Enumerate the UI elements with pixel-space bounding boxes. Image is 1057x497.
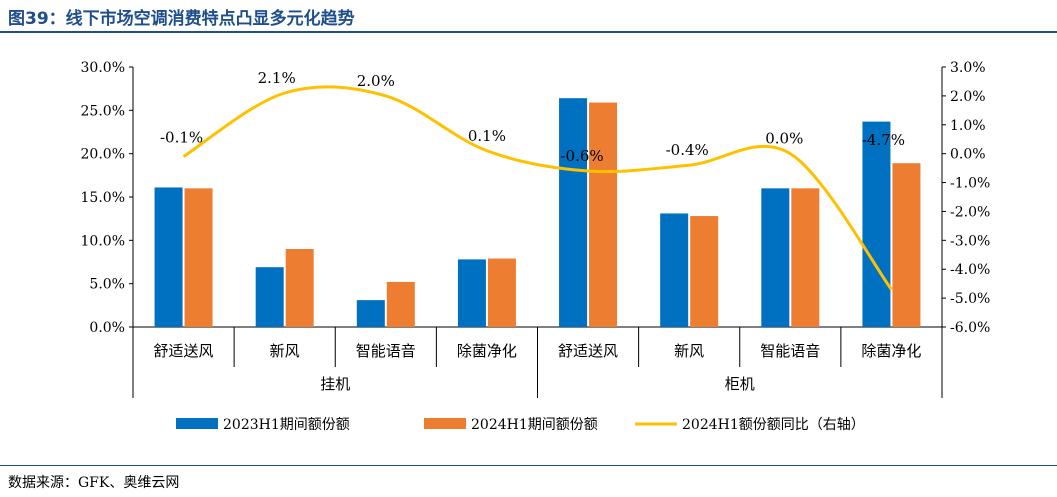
right-tick-label: -5.0% xyxy=(950,291,990,307)
line-data-label: 2.0% xyxy=(357,72,395,90)
bar-2023h1 xyxy=(457,259,486,327)
category-label: 舒适送风 xyxy=(558,342,618,360)
bar-2024h1 xyxy=(892,163,921,327)
category-label: 舒适送风 xyxy=(154,342,214,360)
line-data-label: -0.1% xyxy=(160,129,203,147)
category-label: 新风 xyxy=(270,342,300,360)
bar-2024h1 xyxy=(386,281,415,327)
bar-2024h1 xyxy=(285,249,314,327)
line-data-label: -4.7% xyxy=(862,131,905,149)
category-label: 智能语音 xyxy=(356,342,416,360)
left-tick-label: 5.0% xyxy=(89,277,125,293)
left-tick-label: 15.0% xyxy=(81,190,125,206)
title-divider xyxy=(0,31,1057,33)
line-data-label: 0.0% xyxy=(765,130,803,148)
source-divider xyxy=(0,465,1057,466)
bar-2023h1 xyxy=(356,300,385,327)
chart: 0.0% 5.0% 10.0% 15.0% 20.0% 25.0% 30.0% -6.0% -5… xyxy=(81,60,991,433)
left-tick-label: 25.0% xyxy=(81,103,125,119)
bar-2024h1 xyxy=(791,188,820,327)
line-data-label: 0.1% xyxy=(468,127,506,145)
bar-2024h1 xyxy=(690,216,719,327)
page-title: 图39：线下市场空调消费特点凸显多元化趋势 xyxy=(8,9,355,29)
legend-label-2024h1: 2024H1期间额份额 xyxy=(471,417,598,433)
left-tick-label: 30.0% xyxy=(81,60,125,76)
right-tick-label: -2.0% xyxy=(950,204,990,220)
category-label: 除菌净化 xyxy=(861,342,921,360)
left-tick-label: 20.0% xyxy=(81,147,125,163)
right-tick-label: 1.0% xyxy=(950,118,986,134)
left-tick-label: 10.0% xyxy=(81,233,125,249)
bar-2024h1 xyxy=(589,102,618,328)
right-tick-label: -4.0% xyxy=(950,262,990,278)
bar-2023h1 xyxy=(761,188,790,327)
right-tick-label: 3.0% xyxy=(950,60,986,76)
right-tick-label: -1.0% xyxy=(950,176,990,192)
right-tick-label: 2.0% xyxy=(950,89,986,105)
bar-2023h1 xyxy=(255,267,284,327)
legend-swatch-2024h1 xyxy=(424,418,466,429)
bar-2023h1 xyxy=(154,187,183,327)
right-tick-label: -3.0% xyxy=(950,233,990,249)
category-label: 智能语音 xyxy=(760,342,820,360)
bar-2023h1 xyxy=(559,98,588,327)
legend-swatch-2023h1 xyxy=(176,418,218,429)
right-tick-label: 0.0% xyxy=(950,147,986,163)
group-label: 柜机 xyxy=(725,375,755,393)
bar-2023h1 xyxy=(862,121,891,327)
yoy-line xyxy=(182,85,893,291)
left-tick-label: 0.0% xyxy=(89,320,125,336)
category-label: 除菌净化 xyxy=(457,342,517,360)
legend-label-2023h1: 2023H1期间额份额 xyxy=(223,417,350,433)
right-tick-label: -6.0% xyxy=(950,320,990,336)
bar-2024h1 xyxy=(184,188,213,327)
group-label: 挂机 xyxy=(320,375,350,393)
line-data-label: 2.1% xyxy=(258,69,296,87)
line-data-label: -0.6% xyxy=(560,147,603,165)
bar-2023h1 xyxy=(660,213,689,327)
source-note: 数据来源：GFK、奥维云网 xyxy=(8,475,180,491)
line-data-label: -0.4% xyxy=(666,141,709,159)
category-label: 新风 xyxy=(674,342,704,360)
legend-label-yoy: 2024H1额份额同比（右轴） xyxy=(682,417,865,433)
title-bar: 图39：线下市场空调消费特点凸显多元化趋势 xyxy=(0,0,1057,34)
bar-2024h1 xyxy=(487,258,516,327)
